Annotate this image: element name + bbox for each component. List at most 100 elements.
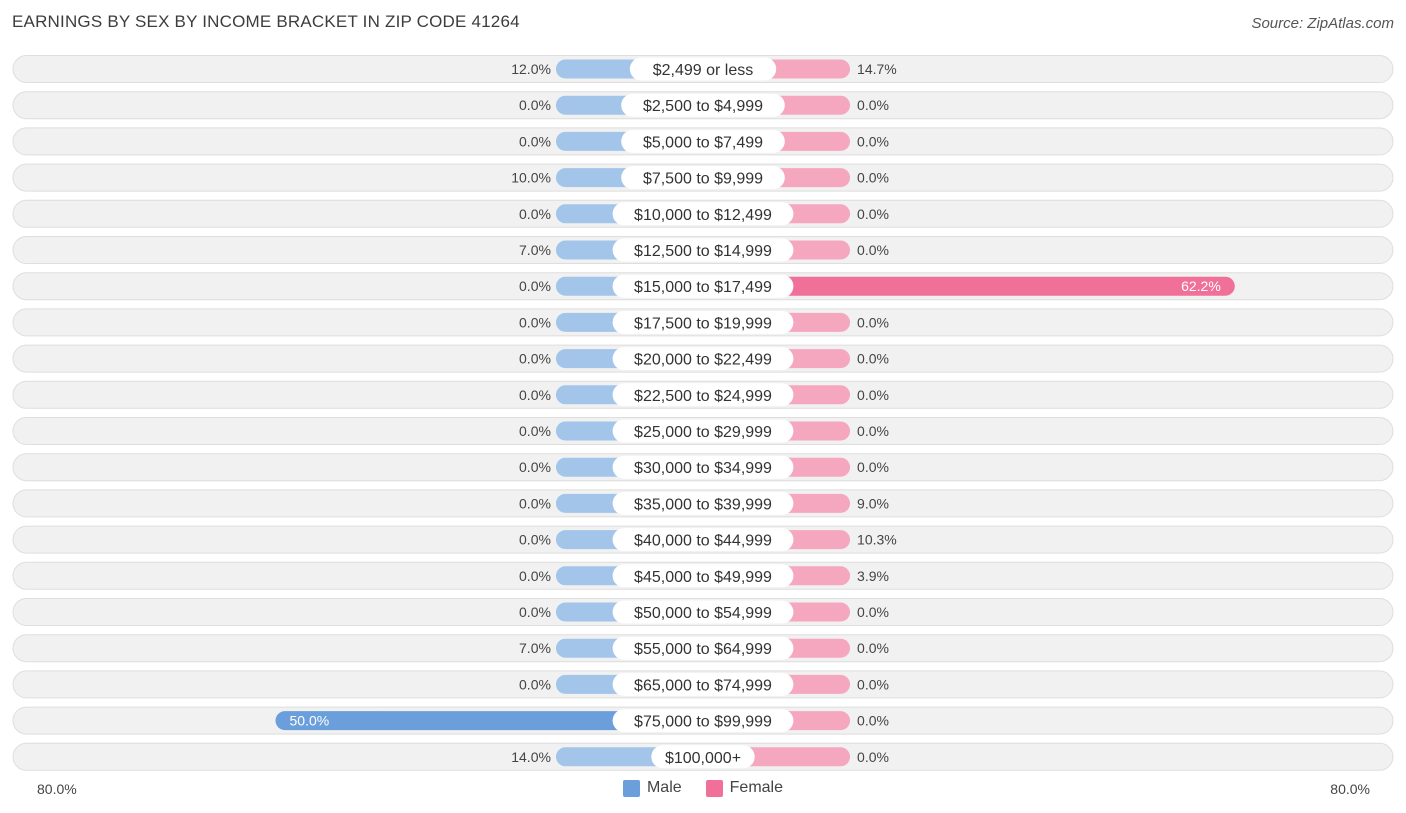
bar-row: 0.0% 10.3% $40,000 to $44,999 [12,525,1394,554]
bar-row: 0.0% 0.0% $50,000 to $54,999 [12,598,1394,626]
legend-label-female: Female [729,779,784,796]
axis-right-label: 80.0% [1330,781,1370,797]
female-value-label: 0.0% [857,676,889,692]
category-pill [612,491,794,515]
category-label: $30,000 to $34,999 [634,460,772,477]
male-value-label: 12.0% [511,61,551,77]
male-value-label: 0.0% [519,351,551,367]
legend-item-male[interactable]: Male [622,779,682,797]
female-value-label: 0.0% [857,351,889,367]
legend-swatch-female [705,779,723,797]
bar-row: 10.0% 0.0% $7,500 to $9,999 [12,163,1394,192]
male-value-label: 0.0% [519,387,551,403]
category-label: $7,500 to $9,999 [643,171,763,188]
bar-row: 0.0% 0.0% $17,500 to $19,999 [12,308,1394,337]
bar-row: 50.0% 0.0% $75,000 to $99,999 [12,706,1394,735]
male-value-label: 0.0% [519,133,551,149]
female-value-label: 9.0% [857,495,889,511]
legend-item-female[interactable]: Female [705,779,784,797]
category-pill [612,709,794,733]
category-label: $5,000 to $7,499 [643,134,763,151]
male-value-label: 14.0% [511,749,551,765]
female-value-label: 0.0% [857,170,889,186]
male-value-label: 0.0% [519,676,551,692]
category-pill [612,202,794,226]
female-value-label: 0.0% [857,459,889,475]
category-pill [612,600,794,624]
female-value-label: 0.0% [857,242,889,258]
male-value-label: 50.0% [290,713,330,729]
category-pill [612,455,794,479]
category-label: $75,000 to $99,999 [634,714,772,731]
category-pill [651,745,755,769]
category-label: $45,000 to $49,999 [634,569,772,586]
bar-row: 0.0% 0.0% $10,000 to $12,499 [12,199,1394,228]
female-value-label: 14.7% [857,61,897,77]
female-value-label: 0.0% [857,133,889,149]
category-pill [612,672,794,696]
female-value-label: 0.0% [857,314,889,330]
bar-row: 7.0% 0.0% $55,000 to $64,999 [12,634,1394,663]
category-pill [612,310,794,334]
male-value-label: 7.0% [519,640,551,656]
category-label: $65,000 to $74,999 [634,677,772,694]
category-pill [621,166,785,190]
legend: Male Female [0,779,1406,797]
male-value-label: 0.0% [519,423,551,439]
legend-swatch-male [622,779,640,797]
category-pill [612,383,794,407]
category-label: $2,499 or less [653,62,754,79]
category-label: $100,000+ [665,750,741,767]
category-pill [612,636,794,660]
female-value-label: 3.9% [857,568,889,584]
bar-row: 12.0% 14.7% $2,499 or less [12,55,1394,83]
male-value-label: 0.0% [519,314,551,330]
category-pill [629,57,777,81]
category-pill [621,129,785,153]
bar-row: 0.0% 0.0% $30,000 to $34,999 [12,453,1394,482]
bar-row: 0.0% 0.0% $2,500 to $4,999 [12,91,1394,120]
female-value-label: 0.0% [857,97,889,113]
male-value-label: 0.0% [519,97,551,113]
bar-row: 0.0% 9.0% $35,000 to $39,999 [12,489,1394,518]
bar-row: 0.0% 62.2% $15,000 to $17,499 [12,272,1394,301]
category-label: $20,000 to $22,499 [634,352,772,369]
bar-row: 7.0% 0.0% $12,500 to $14,999 [12,236,1394,264]
male-value-label: 0.0% [519,278,551,294]
category-label: $55,000 to $64,999 [634,641,772,658]
male-value-label: 0.0% [519,604,551,620]
female-value-label: 0.0% [857,423,889,439]
male-value-label: 10.0% [511,170,551,186]
bar-row: 14.0% 0.0% $100,000+ [12,742,1394,771]
female-value-label: 62.2% [1181,278,1221,294]
male-value-label: 0.0% [519,495,551,511]
female-value-label: 0.0% [857,713,889,729]
bar-row: 0.0% 0.0% $5,000 to $7,499 [12,127,1394,156]
female-value-label: 0.0% [857,206,889,222]
male-value-label: 7.0% [519,242,551,258]
female-value-label: 10.3% [857,532,897,548]
category-label: $17,500 to $19,999 [634,315,772,332]
chart-title: EARNINGS BY SEX BY INCOME BRACKET IN ZIP… [12,12,520,31]
source-credit: Source: ZipAtlas.com [1251,15,1394,32]
female-value-label: 0.0% [857,640,889,656]
category-pill [612,347,794,371]
category-pill [621,93,785,117]
category-label: $12,500 to $14,999 [634,243,772,260]
bar-row: 0.0% 0.0% $22,500 to $24,999 [12,380,1394,409]
category-label: $2,500 to $4,999 [643,98,763,115]
category-label: $25,000 to $29,999 [634,424,772,441]
category-pill [612,238,794,262]
bar-row: 0.0% 0.0% $20,000 to $22,499 [12,344,1394,373]
category-label: $35,000 to $39,999 [634,496,772,513]
female-value-label: 0.0% [857,387,889,403]
male-value-label: 0.0% [519,459,551,475]
category-pill [612,528,794,552]
category-label: $22,500 to $24,999 [634,388,772,405]
female-value-label: 0.0% [857,749,889,765]
category-pill [612,564,794,588]
male-value-label: 0.0% [519,206,551,222]
category-label: $40,000 to $44,999 [634,533,772,550]
male-bar [275,711,703,731]
